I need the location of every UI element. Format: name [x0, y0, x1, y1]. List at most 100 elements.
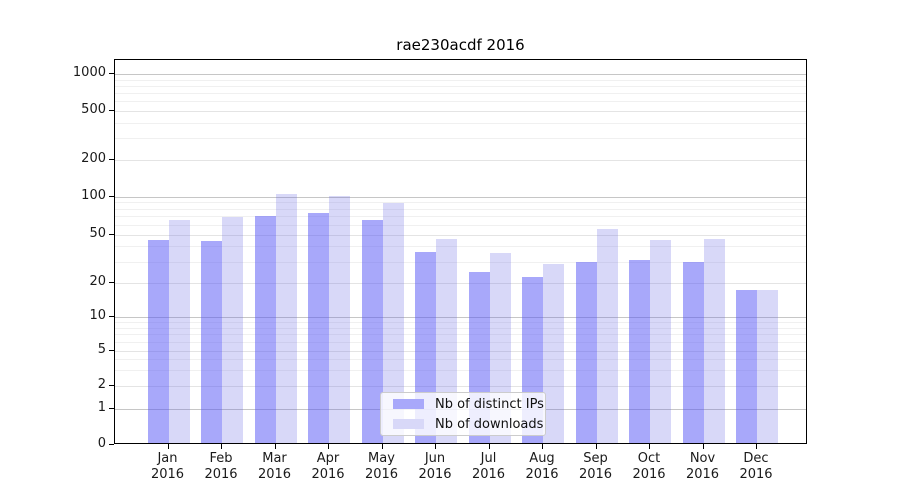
- x-tick-label: Aug 2016: [525, 451, 559, 482]
- y-tick: [109, 443, 114, 445]
- y-tick: [109, 385, 114, 386]
- bar-downloads: [436, 238, 457, 443]
- chart-title: rae230acdf 2016: [396, 36, 525, 54]
- bar-distinct-ips: [682, 261, 704, 443]
- legend-label-distinct-ips: Nb of distinct IPs: [435, 396, 544, 412]
- gridline: [115, 202, 806, 204]
- bar-distinct-ips: [575, 261, 597, 443]
- y-tick: [109, 316, 114, 317]
- y-tick-label: 50: [89, 225, 106, 241]
- y-tick-label: 20: [89, 274, 106, 289]
- x-tick-label: Jul 2016: [471, 451, 506, 482]
- x-tick-label: Nov 2016: [685, 451, 720, 482]
- gridline: [115, 359, 806, 361]
- x-tick-label: Feb 2016: [204, 451, 238, 482]
- gridline: [115, 234, 806, 236]
- gridline: [115, 224, 806, 226]
- bar-downloads: [703, 238, 725, 443]
- gridline: [115, 317, 806, 318]
- bar-distinct-ips: [147, 239, 169, 443]
- gridline: [115, 334, 806, 336]
- y-tick: [109, 73, 114, 75]
- bar-downloads: [543, 263, 564, 443]
- x-tick: [328, 444, 329, 449]
- gridline: [115, 74, 806, 76]
- y-tick-label: 500: [81, 102, 106, 117]
- gridline: [115, 283, 806, 284]
- bar-distinct-ips: [201, 241, 222, 443]
- x-tick: [595, 444, 597, 449]
- x-tick: [702, 444, 704, 449]
- bar-downloads: [650, 239, 671, 443]
- gridline: [115, 101, 806, 103]
- bar-downloads: [382, 203, 404, 443]
- x-tick-label: Jan 2016: [150, 451, 185, 482]
- x-tick: [542, 444, 543, 449]
- x-tick-label: May 2016: [364, 451, 399, 482]
- x-tick-label: Dec 2016: [739, 451, 773, 482]
- gridline: [115, 93, 806, 95]
- y-tick: [109, 110, 114, 111]
- x-tick: [435, 444, 436, 449]
- legend-item-distinct-ips: Nb of distinct IPs: [393, 397, 544, 412]
- x-tick: [381, 444, 383, 449]
- gridline: [115, 160, 806, 161]
- y-tick: [109, 282, 114, 283]
- bar-downloads: [329, 195, 350, 443]
- y-tick-label: 10: [89, 308, 106, 323]
- legend-label-downloads: Nb of downloads: [435, 416, 544, 432]
- gridline: [115, 350, 806, 352]
- y-tick: [109, 407, 114, 409]
- legend-swatch-ips-icon: [393, 399, 424, 409]
- y-tick: [109, 195, 114, 197]
- bar-downloads: [596, 228, 618, 443]
- y-tick-label: 1: [97, 399, 106, 415]
- gridline: [115, 216, 806, 218]
- x-tick: [649, 444, 650, 449]
- x-tick: [274, 444, 276, 449]
- gridline: [115, 111, 806, 112]
- bar-distinct-ips: [308, 213, 329, 443]
- gridline: [115, 86, 806, 88]
- y-tick-label: 100: [81, 187, 106, 203]
- x-tick: [756, 444, 757, 449]
- x-tick: [167, 444, 169, 449]
- gridline: [115, 370, 806, 372]
- x-tick-label: Jun 2016: [418, 451, 452, 482]
- y-tick-label: 0: [97, 435, 106, 451]
- bar-distinct-ips: [361, 219, 383, 443]
- bar-distinct-ips: [629, 260, 650, 443]
- x-tick-label: Apr 2016: [311, 451, 345, 482]
- y-tick: [109, 349, 114, 351]
- plot-area: [114, 59, 807, 444]
- gridline: [115, 138, 806, 140]
- y-tick-label: 5: [97, 341, 106, 357]
- y-tick-label: 200: [81, 151, 106, 166]
- gridline: [115, 327, 806, 329]
- gridline: [115, 208, 806, 210]
- gridline: [115, 341, 806, 343]
- x-tick: [221, 444, 222, 449]
- y-tick: [109, 233, 114, 235]
- gridline: [115, 386, 806, 387]
- gridline: [115, 122, 806, 124]
- gridline: [115, 246, 806, 248]
- x-tick-label: Sep 2016: [578, 451, 613, 482]
- x-tick: [488, 444, 490, 449]
- y-tick: [109, 159, 114, 160]
- bar-downloads: [168, 219, 190, 443]
- bar-downloads: [275, 194, 297, 443]
- x-tick-label: Mar 2016: [257, 451, 292, 482]
- gridline: [115, 196, 806, 198]
- legend-swatch-downloads-icon: [393, 419, 424, 429]
- bar-downloads: [222, 217, 243, 443]
- gridline: [115, 79, 806, 81]
- bar-downloads: [757, 289, 778, 443]
- legend-item-downloads: Nb of downloads: [393, 417, 543, 432]
- y-tick-label: 2: [97, 377, 106, 392]
- bar-distinct-ips: [254, 216, 276, 443]
- legend: Nb of distinct IPs Nb of downloads: [380, 392, 546, 436]
- y-tick-label: 1000: [72, 65, 106, 81]
- gridline: [115, 261, 806, 263]
